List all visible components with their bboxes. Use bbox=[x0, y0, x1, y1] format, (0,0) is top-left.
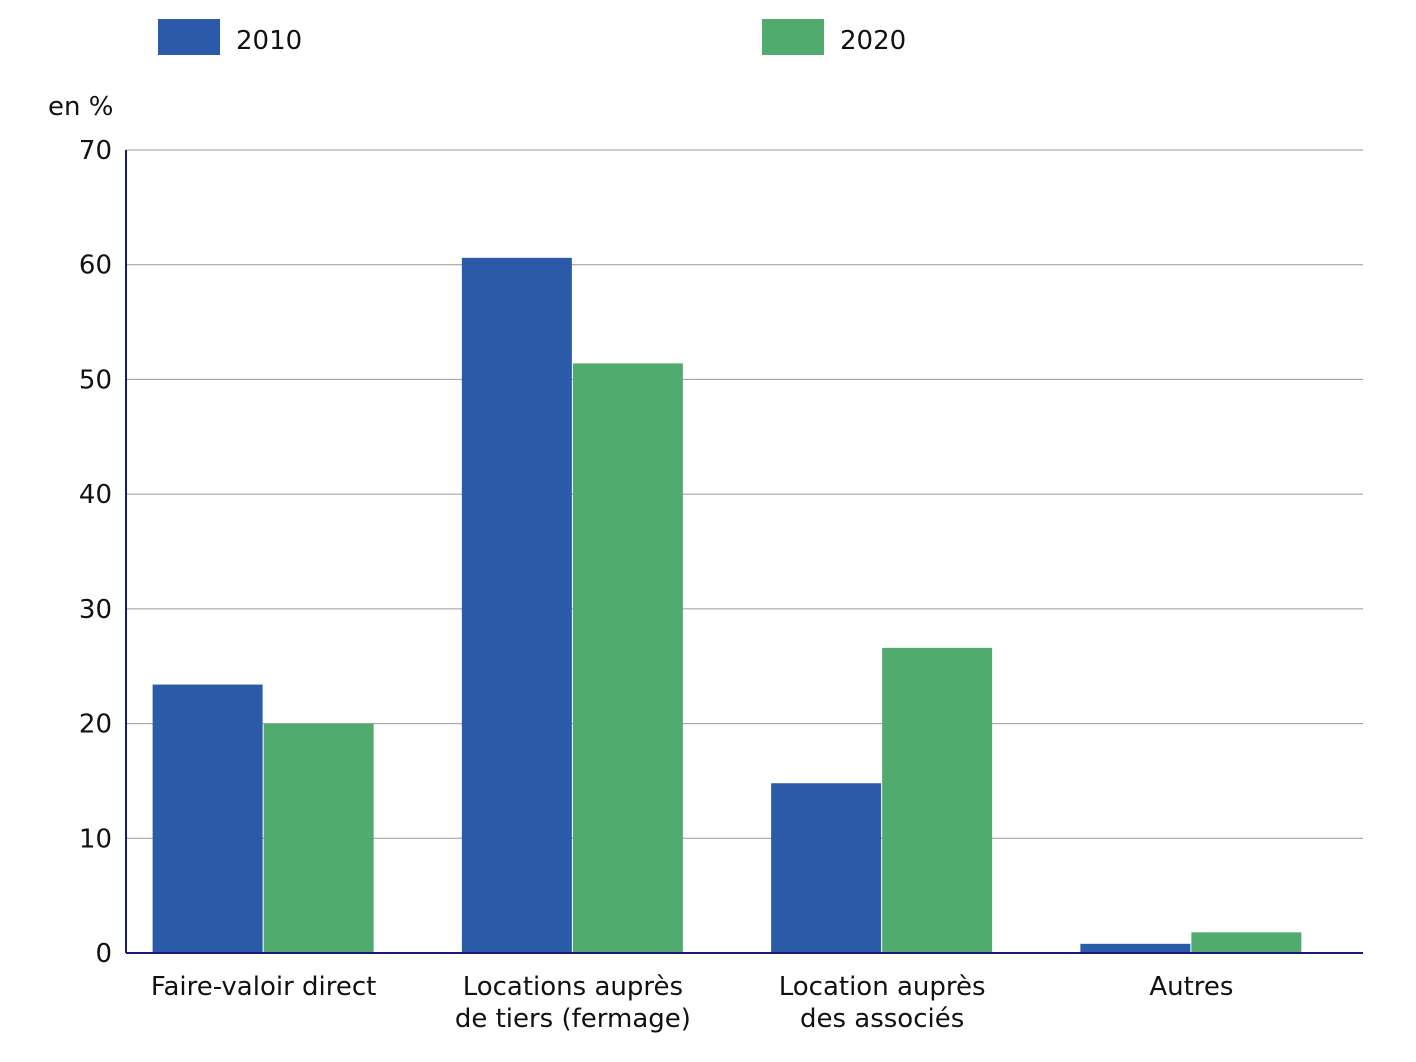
x-tick-label-3: Autres bbox=[1149, 972, 1233, 1002]
legend-label-2020: 2020 bbox=[840, 26, 907, 56]
bar-2010-0 bbox=[152, 684, 263, 953]
legend-label-2010: 2010 bbox=[236, 26, 303, 56]
y-tick-label-30: 30 bbox=[79, 595, 112, 625]
bar-2010-1 bbox=[461, 257, 572, 953]
bar-2010-2 bbox=[771, 783, 882, 953]
bar-2020-1 bbox=[572, 363, 683, 954]
bar-2020-3 bbox=[1191, 932, 1302, 953]
y-tick-label-50: 50 bbox=[79, 365, 112, 395]
y-tick-label-60: 60 bbox=[79, 251, 112, 281]
y-tick-label-10: 10 bbox=[79, 824, 112, 854]
x-tick-label-1: Locations auprès de tiers (fermage) bbox=[455, 972, 691, 1034]
y-axis-unit-label: en % bbox=[48, 92, 114, 122]
legend-swatch-2020 bbox=[762, 19, 824, 55]
x-tick-label-0: Faire-valoir direct bbox=[151, 972, 376, 1002]
y-tick-label-20: 20 bbox=[79, 710, 112, 740]
bar-2020-2 bbox=[882, 647, 993, 953]
y-tick-label-70: 70 bbox=[79, 136, 112, 166]
y-tick-label-40: 40 bbox=[79, 480, 112, 510]
bar-2010-3 bbox=[1080, 943, 1191, 953]
x-tick-label-2: Location auprès des associés bbox=[779, 972, 986, 1034]
y-tick-label-0: 0 bbox=[95, 939, 112, 969]
bar-2020-0 bbox=[263, 723, 374, 953]
legend-swatch-2010 bbox=[158, 19, 220, 55]
